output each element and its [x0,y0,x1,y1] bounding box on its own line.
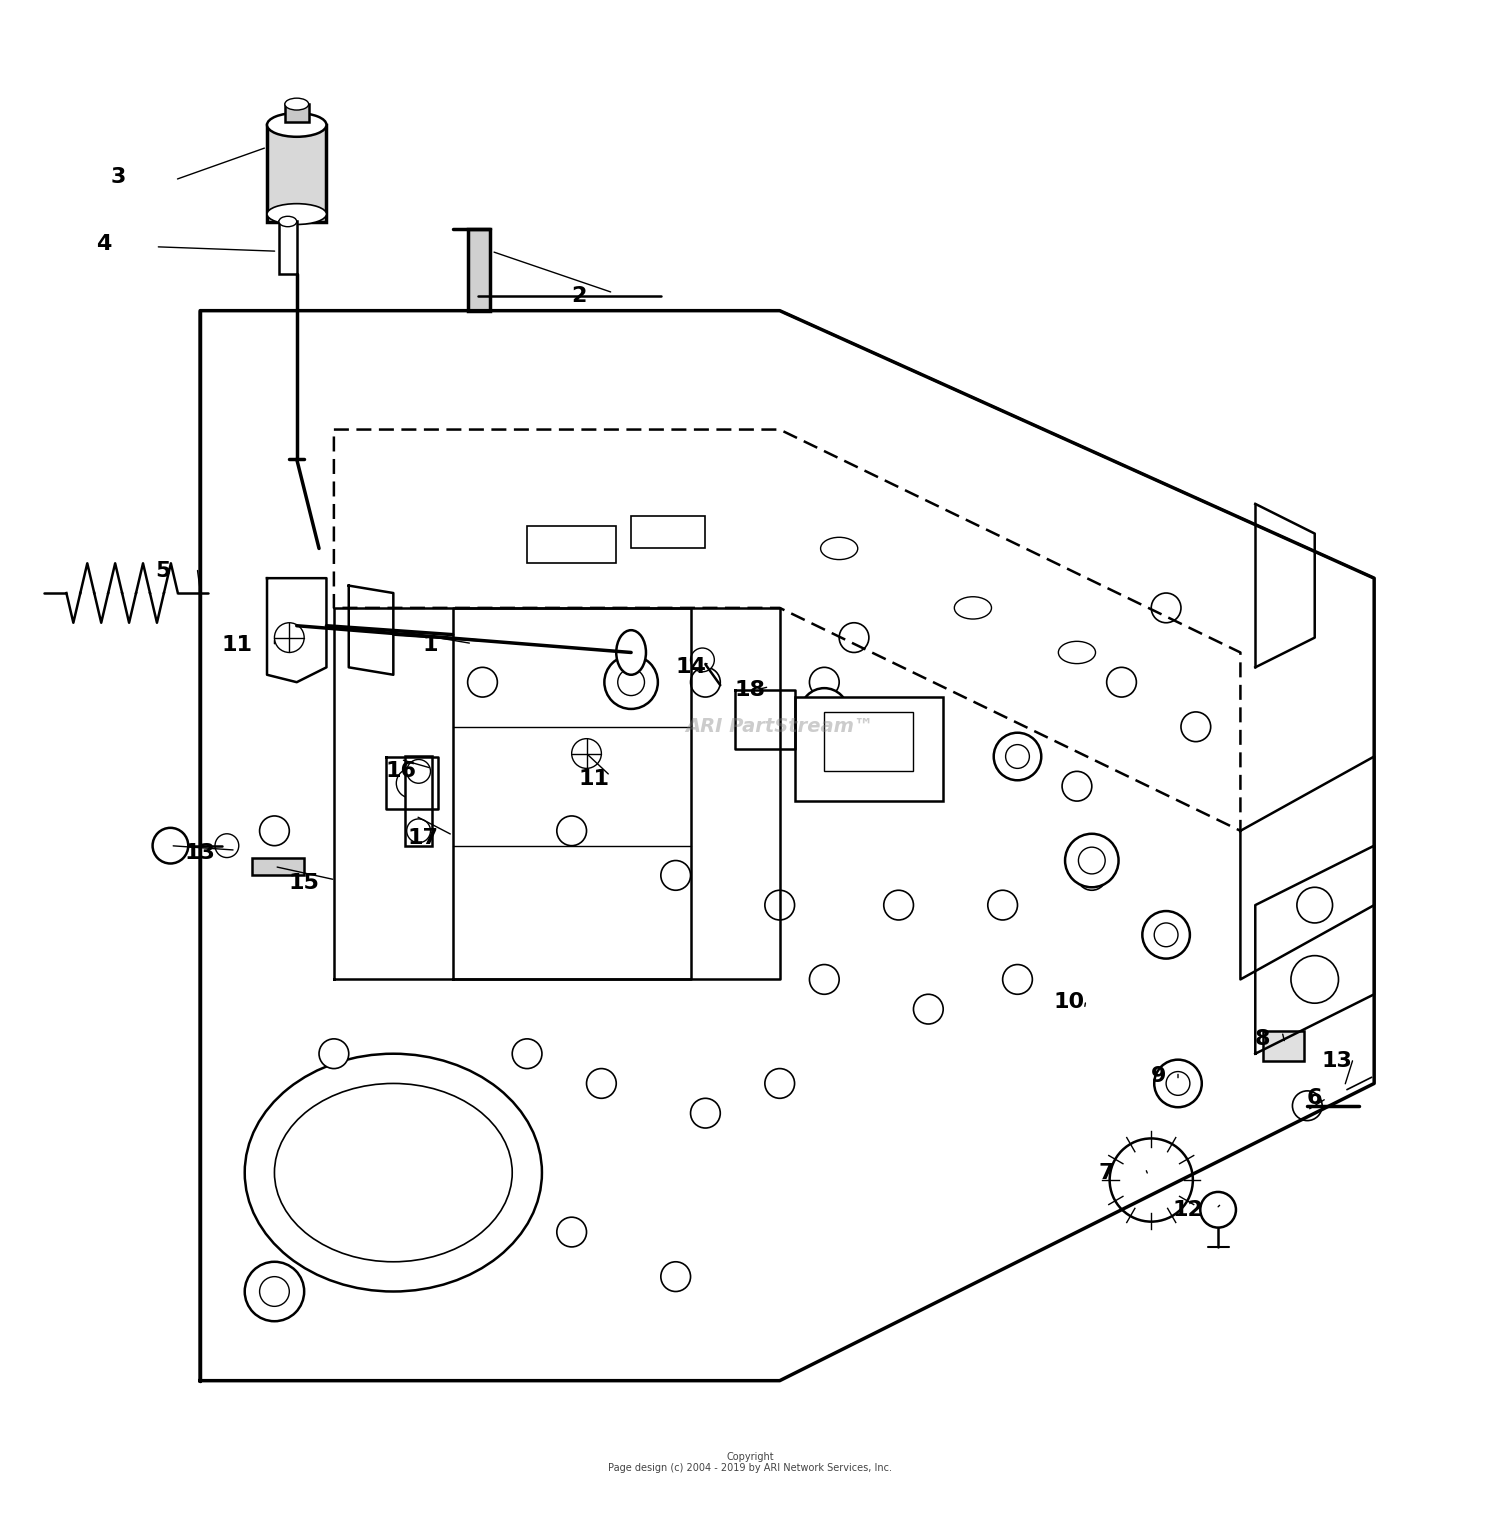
Circle shape [406,819,430,843]
Circle shape [1110,1138,1192,1221]
Bar [279,221,297,274]
Ellipse shape [274,1083,512,1262]
Circle shape [1062,772,1092,800]
Circle shape [1166,1071,1190,1095]
Bar [1263,1032,1305,1061]
Circle shape [604,655,658,710]
Circle shape [884,890,914,920]
Text: 11: 11 [579,769,609,788]
Circle shape [988,890,1017,920]
Circle shape [153,828,189,864]
Ellipse shape [1059,642,1095,664]
Circle shape [214,834,238,858]
Circle shape [556,1216,586,1247]
Text: 5: 5 [156,561,171,581]
Circle shape [512,1039,542,1068]
Text: 8: 8 [1256,1029,1270,1049]
Text: 3: 3 [111,166,126,188]
Circle shape [572,738,602,769]
Text: 4: 4 [96,235,111,254]
Circle shape [914,994,944,1024]
Circle shape [1077,861,1107,890]
Text: 10: 10 [1054,991,1084,1012]
Ellipse shape [279,216,297,227]
Text: 15: 15 [288,873,320,893]
Bar [405,756,432,846]
Circle shape [690,1098,720,1129]
Bar [285,104,309,123]
Circle shape [274,623,304,652]
Circle shape [662,861,690,890]
Circle shape [813,701,836,723]
Circle shape [1292,956,1338,1003]
Bar [825,713,914,772]
Text: 16: 16 [386,761,417,781]
Circle shape [1065,834,1119,887]
Text: 14: 14 [675,657,706,678]
Circle shape [839,623,868,652]
Circle shape [810,667,838,697]
Text: 9: 9 [1150,1067,1167,1086]
Circle shape [1180,713,1210,741]
Circle shape [1143,911,1190,959]
Text: 17: 17 [408,828,438,849]
Circle shape [993,732,1041,781]
Ellipse shape [267,204,327,224]
Circle shape [801,688,847,735]
Circle shape [406,760,430,784]
Circle shape [690,648,714,672]
Circle shape [662,1262,690,1292]
Circle shape [1200,1192,1236,1227]
Text: ARI PartStream™: ARI PartStream™ [686,717,874,737]
Circle shape [260,816,290,846]
Text: 2: 2 [572,286,586,306]
Circle shape [396,769,426,799]
Bar [632,516,705,548]
Ellipse shape [954,596,992,619]
Bar [252,858,305,876]
Text: 13: 13 [184,843,216,862]
Circle shape [586,1068,616,1098]
Circle shape [1002,965,1032,994]
Circle shape [1293,1091,1322,1121]
Circle shape [320,1039,348,1068]
Circle shape [618,669,645,696]
Ellipse shape [821,537,858,560]
Circle shape [468,667,498,697]
Text: 7: 7 [1100,1162,1114,1183]
Circle shape [1154,1059,1202,1108]
Circle shape [914,713,944,741]
Ellipse shape [285,98,309,110]
Text: 13: 13 [1322,1052,1353,1071]
Circle shape [1152,593,1180,623]
Bar [468,228,490,310]
Text: 12: 12 [1173,1200,1204,1219]
Circle shape [690,667,720,697]
Text: 6: 6 [1306,1088,1323,1109]
Circle shape [1078,847,1106,875]
Circle shape [765,890,795,920]
Ellipse shape [244,1053,542,1292]
Bar [795,697,944,800]
Circle shape [244,1262,304,1321]
Circle shape [765,1068,795,1098]
Ellipse shape [616,631,646,675]
Text: 18: 18 [735,679,765,699]
Text: 11: 11 [222,635,254,655]
Circle shape [260,1277,290,1306]
Circle shape [1002,741,1032,772]
Text: 1: 1 [423,635,438,655]
Circle shape [616,667,646,697]
Circle shape [1154,923,1178,947]
Bar [526,527,616,563]
Ellipse shape [267,113,327,136]
Circle shape [556,816,586,846]
Bar [267,126,327,221]
Circle shape [1107,667,1137,697]
Circle shape [810,965,838,994]
Circle shape [1298,887,1332,923]
Circle shape [1005,744,1029,769]
Text: Copyright
Page design (c) 2004 - 2019 by ARI Network Services, Inc.: Copyright Page design (c) 2004 - 2019 by… [608,1451,892,1474]
